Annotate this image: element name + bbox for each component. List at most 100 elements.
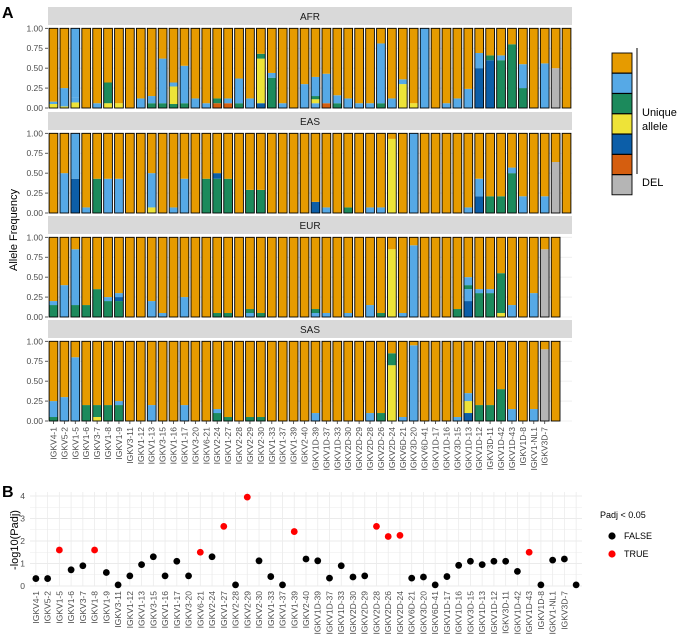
bar-segment bbox=[147, 341, 157, 406]
bar-outline bbox=[474, 236, 485, 318]
bar-outline bbox=[343, 236, 354, 318]
y-tick-label: 1.00 bbox=[26, 128, 43, 138]
bar-segment bbox=[376, 413, 386, 421]
y-axis-title-b: -log10(Padj) bbox=[9, 510, 21, 570]
legend-a: Unique allele DEL bbox=[611, 48, 677, 196]
bar-outline bbox=[452, 132, 463, 214]
x-tick-label: IGKV6D-21 bbox=[398, 427, 408, 471]
bar-outline bbox=[430, 236, 441, 318]
x-tick-label: IGKV4-1 bbox=[48, 427, 58, 460]
bar-segment bbox=[496, 133, 506, 197]
x-tick-label: IGKV1-39 bbox=[289, 591, 299, 629]
x-tick-label: IGKV1-5 bbox=[54, 591, 64, 624]
bar-outline bbox=[452, 27, 463, 109]
bar-segment bbox=[201, 103, 211, 108]
bar-segment bbox=[354, 341, 364, 421]
bar-outline bbox=[245, 236, 255, 318]
bar-segment bbox=[169, 237, 178, 317]
bar-outline bbox=[201, 132, 212, 214]
bar-segment bbox=[114, 133, 124, 179]
bar-outline bbox=[299, 27, 310, 109]
facet-plot-bg bbox=[48, 25, 572, 108]
bar-segment bbox=[147, 133, 157, 174]
bar-segment bbox=[387, 28, 397, 99]
bar-segment bbox=[496, 341, 506, 390]
bar-outline bbox=[376, 236, 386, 318]
bar-segment bbox=[354, 28, 364, 104]
bar-segment bbox=[322, 73, 331, 104]
bar-segment bbox=[212, 313, 222, 317]
bar-segment bbox=[289, 28, 298, 108]
facet-strip bbox=[48, 216, 572, 234]
bar-segment bbox=[507, 28, 517, 45]
bar-segment bbox=[463, 341, 473, 394]
bar-segment bbox=[256, 53, 266, 59]
bar-segment bbox=[256, 58, 266, 104]
x-tick-label: IGKV2D-26 bbox=[376, 427, 386, 471]
bar-segment bbox=[431, 133, 440, 213]
bar-segment bbox=[453, 341, 462, 418]
bar-segment bbox=[212, 133, 222, 174]
y-tick-label: 0.00 bbox=[26, 312, 43, 322]
bar-segment bbox=[507, 341, 517, 410]
bar-segment bbox=[49, 101, 58, 105]
bar-segment bbox=[201, 133, 211, 179]
bar-segment bbox=[322, 237, 331, 314]
bar-outline bbox=[463, 132, 474, 214]
bar-segment bbox=[245, 98, 255, 108]
bar-segment bbox=[332, 103, 342, 108]
data-point bbox=[243, 493, 251, 501]
bar-outline bbox=[496, 27, 506, 109]
bar-segment bbox=[365, 207, 375, 213]
y-tick-label: 2 bbox=[20, 536, 25, 546]
bar-segment bbox=[463, 133, 473, 208]
bar-segment bbox=[365, 28, 375, 104]
bar-segment bbox=[70, 28, 80, 98]
x-tick-label: IGKV1-9 bbox=[101, 591, 111, 624]
bar-outline bbox=[561, 132, 572, 214]
x-tick-label: IGKV1-13 bbox=[147, 427, 157, 465]
stacked-bar-facets: AFR 0.00 0.25 0.50 0.75 1.00 EAS 0.00 0.25 0.50 0.… bbox=[26, 7, 572, 426]
bar-segment bbox=[114, 341, 124, 402]
bar-segment bbox=[103, 82, 113, 104]
bar-segment bbox=[453, 417, 462, 421]
bar-segment bbox=[114, 297, 124, 302]
bar-segment bbox=[311, 99, 320, 104]
bar-outline bbox=[507, 27, 517, 109]
bar-segment bbox=[278, 237, 288, 317]
scatter-panel: 0 1 2 3 4 IGKV4-1 IGKV5-2 IGKV1-5 IGKV1-6 IGKV3-7… bbox=[20, 491, 582, 634]
bar-segment bbox=[398, 237, 408, 314]
legend-key-darkblue bbox=[611, 133, 633, 155]
x-tick-label: IGKV3-7 bbox=[92, 427, 102, 460]
x-tick-label: IGKV1D-16 bbox=[441, 427, 451, 471]
data-point bbox=[114, 581, 122, 589]
bar-segment bbox=[551, 68, 560, 108]
bar-segment bbox=[158, 58, 167, 104]
facet-afr: AFR 0.00 0.25 0.50 0.75 1.00 bbox=[26, 7, 572, 113]
bar-segment bbox=[562, 133, 571, 213]
bar-segment bbox=[453, 309, 462, 317]
bar-segment bbox=[474, 341, 484, 406]
legend-b-false: FALSE bbox=[624, 531, 652, 541]
y-tick-label: 0.75 bbox=[26, 148, 43, 158]
bar-outline bbox=[321, 236, 332, 318]
bar-outline bbox=[190, 236, 201, 318]
bar-outline bbox=[496, 236, 506, 318]
bar-segment bbox=[212, 409, 222, 414]
bar-segment bbox=[322, 207, 331, 213]
y-tick-label: 0.00 bbox=[26, 416, 43, 426]
bar-segment bbox=[311, 76, 320, 97]
bar-outline bbox=[518, 132, 528, 214]
bar-outline bbox=[387, 236, 397, 318]
bar-outline bbox=[376, 132, 386, 214]
bar-segment bbox=[300, 237, 309, 317]
bar-outline bbox=[463, 27, 474, 109]
bar-segment bbox=[70, 97, 80, 103]
y-tick-label: 0 bbox=[20, 581, 25, 591]
bar-outline bbox=[463, 236, 474, 318]
bar-outline bbox=[321, 27, 332, 109]
bar-segment bbox=[92, 341, 102, 406]
bar-segment bbox=[103, 28, 113, 83]
bar-outline bbox=[190, 132, 201, 214]
